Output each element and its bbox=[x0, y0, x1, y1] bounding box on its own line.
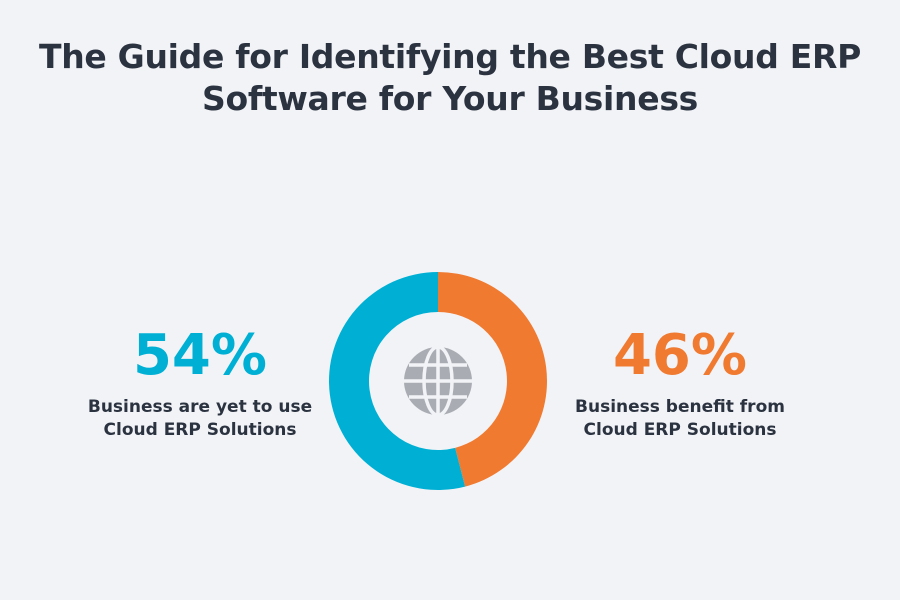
value-label: 46% bbox=[612, 323, 748, 388]
value-label: 54% bbox=[132, 323, 268, 388]
donut-segment bbox=[328, 272, 466, 490]
donut-segment bbox=[438, 272, 547, 487]
chart-title: The Guide for Identifying the Best Cloud… bbox=[38, 37, 862, 118]
globe-icon bbox=[404, 345, 472, 417]
category-label: Business benefit from Cloud ERP Solution… bbox=[575, 397, 785, 440]
category-label: Business are yet to use Cloud ERP Soluti… bbox=[87, 397, 313, 440]
